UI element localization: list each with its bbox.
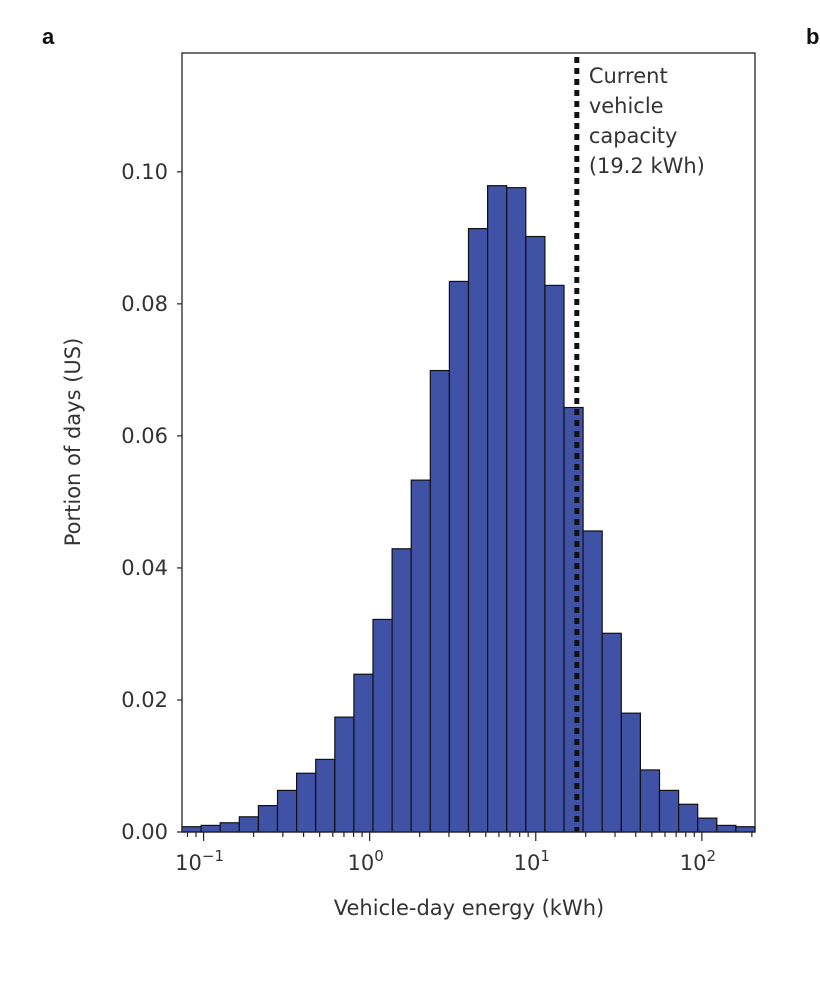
y-axis: 0.00 0.02 0.04 0.06 0.08 0.10 [121, 160, 182, 844]
x-tick-label: 101 [514, 847, 550, 875]
histogram-bar [487, 185, 508, 833]
histogram-bar [620, 712, 641, 833]
histogram-bar [506, 187, 527, 833]
histogram-bar [353, 673, 374, 833]
histogram-bar [276, 789, 298, 833]
histogram-bar [410, 479, 431, 833]
histogram-bar [716, 824, 737, 833]
histogram-bar [315, 758, 336, 833]
histogram-bar [658, 789, 680, 833]
histogram-bar [467, 228, 489, 833]
panel-label-b: b [806, 24, 819, 49]
x-tick-base: 10 [514, 851, 541, 875]
histogram-bar [334, 716, 355, 833]
reference-label-line: Current [589, 64, 668, 88]
reference-annotation: Current vehicle capacity (19.2 kWh) [589, 64, 705, 178]
x-tick-base: 10 [680, 851, 707, 875]
reference-label-line: (19.2 kWh) [589, 154, 705, 178]
reference-label-line: capacity [589, 124, 678, 148]
histogram-bar [448, 280, 470, 833]
x-tick-label: 10−1 [175, 847, 224, 875]
y-axis-label: Portion of days (US) [61, 338, 85, 547]
x-axis: 10−1 100 101 102 [175, 832, 753, 875]
histogram-bar [391, 548, 412, 833]
histogram-bar [181, 826, 202, 833]
x-axis-label: Vehicle-day energy (kWh) [334, 896, 604, 920]
histogram-bar [697, 817, 718, 833]
y-tick-label: 0.08 [121, 292, 168, 316]
x-tick-exponent: 1 [540, 847, 550, 865]
histogram-bar [200, 824, 221, 833]
x-tick-label: 100 [348, 847, 384, 875]
histogram-bar [735, 826, 756, 833]
y-tick-label: 0.02 [121, 688, 168, 712]
y-tick-label: 0.00 [121, 820, 168, 844]
histogram-bar [677, 803, 699, 833]
x-tick-base: 10 [175, 851, 202, 875]
histogram-bar [429, 369, 450, 833]
y-tick-label: 0.06 [121, 424, 168, 448]
y-tick-label: 0.10 [121, 160, 168, 184]
histogram-bar [582, 530, 603, 833]
histogram-bar [544, 284, 565, 833]
x-tick-label: 102 [680, 847, 716, 875]
x-tick-base: 10 [348, 851, 375, 875]
y-tick-label: 0.04 [121, 556, 168, 580]
panel-label-a: a [42, 24, 55, 49]
bars [181, 185, 756, 833]
histogram-bar [257, 804, 279, 833]
reference-label-line: vehicle [589, 94, 664, 118]
histogram-bar [372, 618, 393, 833]
histogram-bar [296, 772, 317, 833]
histogram-bar [219, 822, 240, 833]
histogram-bar [563, 406, 584, 833]
histogram-bar [525, 235, 546, 833]
histogram-bar [601, 632, 622, 833]
histogram-bar [238, 816, 260, 833]
x-tick-exponent: −1 [202, 847, 224, 865]
histogram-bar [639, 769, 661, 833]
x-tick-exponent: 0 [374, 847, 384, 865]
plot-frame [181, 52, 756, 833]
x-tick-exponent: 2 [706, 847, 716, 865]
